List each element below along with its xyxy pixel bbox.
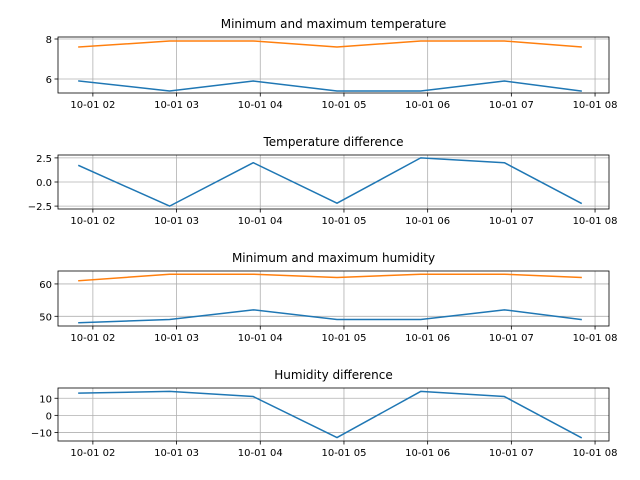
x-tick-label: 10-01 07 [489, 100, 534, 111]
x-tick-label: 10-01 03 [154, 100, 199, 111]
axes-frame [57, 154, 610, 210]
series-line-1 [77, 157, 583, 207]
y-tick-label: 0.0 [36, 178, 52, 189]
series-line-1 [78, 80, 582, 92]
x-tick-label: 10-01 03 [154, 448, 199, 459]
subplot-title: Humidity difference [274, 368, 392, 382]
x-tick-label: 10-01 05 [321, 100, 366, 111]
x-tick-label: 10-01 08 [573, 448, 618, 459]
y-tick-label: 50 [39, 312, 52, 323]
x-tick-label: 10-01 08 [573, 333, 618, 344]
series-line-1 [78, 390, 583, 439]
subplot-title: Minimum and maximum temperature [221, 17, 447, 31]
x-tick-label: 10-01 04 [238, 448, 283, 459]
x-tick-label: 10-01 03 [154, 333, 199, 344]
y-tick-label: 60 [39, 280, 52, 291]
y-tick-label: 2.5 [36, 154, 52, 165]
series-line-2 [78, 273, 582, 282]
x-tick-label: 10-01 02 [70, 216, 115, 227]
subplot-1: Minimum and maximum temperature 10-01 02 1… [46, 17, 618, 111]
subplot-3: Minimum and maximum humidity 10-01 02 10-0… [39, 251, 617, 344]
x-tick-label: 10-01 03 [154, 216, 199, 227]
series-line-2 [78, 40, 582, 48]
x-tick-label: 10-01 08 [573, 100, 618, 111]
subplot-2: Temperature difference 10-01 02 10-01 03 10… [28, 135, 618, 227]
subplot-title: Temperature difference [262, 135, 403, 149]
x-tick-label: 10-01 04 [238, 100, 283, 111]
x-tick-label: 10-01 06 [405, 216, 450, 227]
y-tick-label: 8 [46, 35, 52, 46]
subplot-title: Minimum and maximum humidity [232, 251, 435, 265]
y-tick-label: 6 [46, 75, 52, 86]
series-line-1 [78, 309, 582, 324]
axes-frame [57, 270, 610, 327]
x-tick-label: 10-01 07 [489, 448, 534, 459]
axes-frame [57, 387, 610, 442]
subplot-4: Humidity difference 10-01 02 10-01 03 10-01… [31, 368, 618, 459]
x-tick-label: 10-01 07 [489, 333, 534, 344]
x-tick-label: 10-01 05 [321, 333, 366, 344]
y-tick-label: 10 [39, 394, 52, 405]
x-tick-label: 10-01 08 [573, 216, 618, 227]
x-tick-label: 10-01 04 [238, 333, 283, 344]
x-tick-label: 10-01 05 [321, 216, 366, 227]
x-tick-label: 10-01 02 [70, 448, 115, 459]
y-tick-label: 0 [46, 411, 52, 422]
x-tick-label: 10-01 07 [489, 216, 534, 227]
y-tick-label: −2.5 [28, 202, 52, 213]
x-tick-label: 10-01 06 [405, 333, 450, 344]
x-tick-label: 10-01 06 [405, 448, 450, 459]
axes-frame [57, 36, 610, 94]
x-tick-label: 10-01 04 [238, 216, 283, 227]
x-tick-label: 10-01 05 [321, 448, 366, 459]
x-tick-label: 10-01 06 [405, 100, 450, 111]
x-tick-label: 10-01 02 [70, 100, 115, 111]
x-tick-label: 10-01 02 [70, 333, 115, 344]
y-tick-label: −10 [31, 428, 52, 439]
